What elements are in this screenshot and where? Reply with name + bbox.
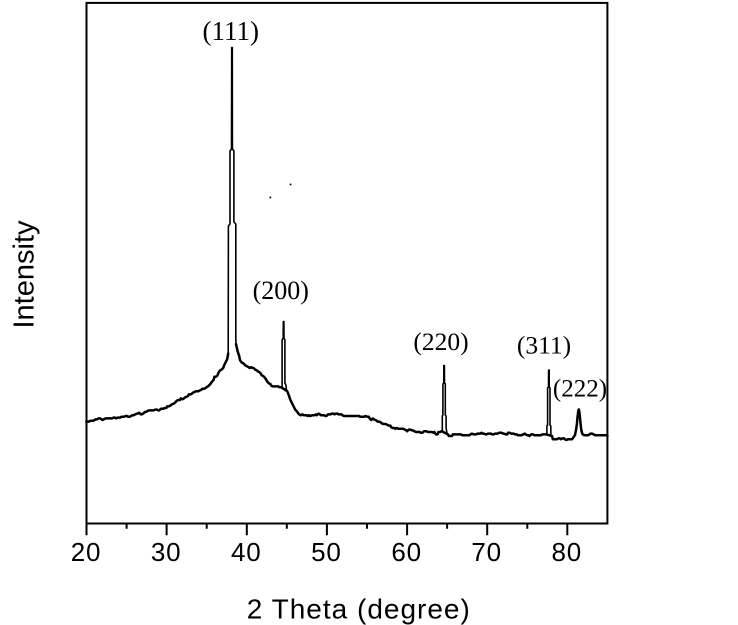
svg-text:20: 20 xyxy=(71,537,102,567)
svg-text:30: 30 xyxy=(151,537,182,567)
svg-text:50: 50 xyxy=(311,537,342,567)
svg-text:(220): (220) xyxy=(413,327,468,356)
svg-text:Intensity: Intensity xyxy=(9,220,41,328)
svg-text:70: 70 xyxy=(471,537,502,567)
svg-text:(311): (311) xyxy=(517,330,571,359)
svg-text:80: 80 xyxy=(552,537,583,567)
svg-text:(111): (111) xyxy=(202,16,258,46)
svg-text:2 Theta (degree): 2 Theta (degree) xyxy=(247,593,471,624)
svg-text:60: 60 xyxy=(391,537,422,567)
svg-text:(222): (222) xyxy=(553,376,607,403)
svg-text:40: 40 xyxy=(231,537,262,567)
svg-text:(200): (200) xyxy=(253,276,309,305)
